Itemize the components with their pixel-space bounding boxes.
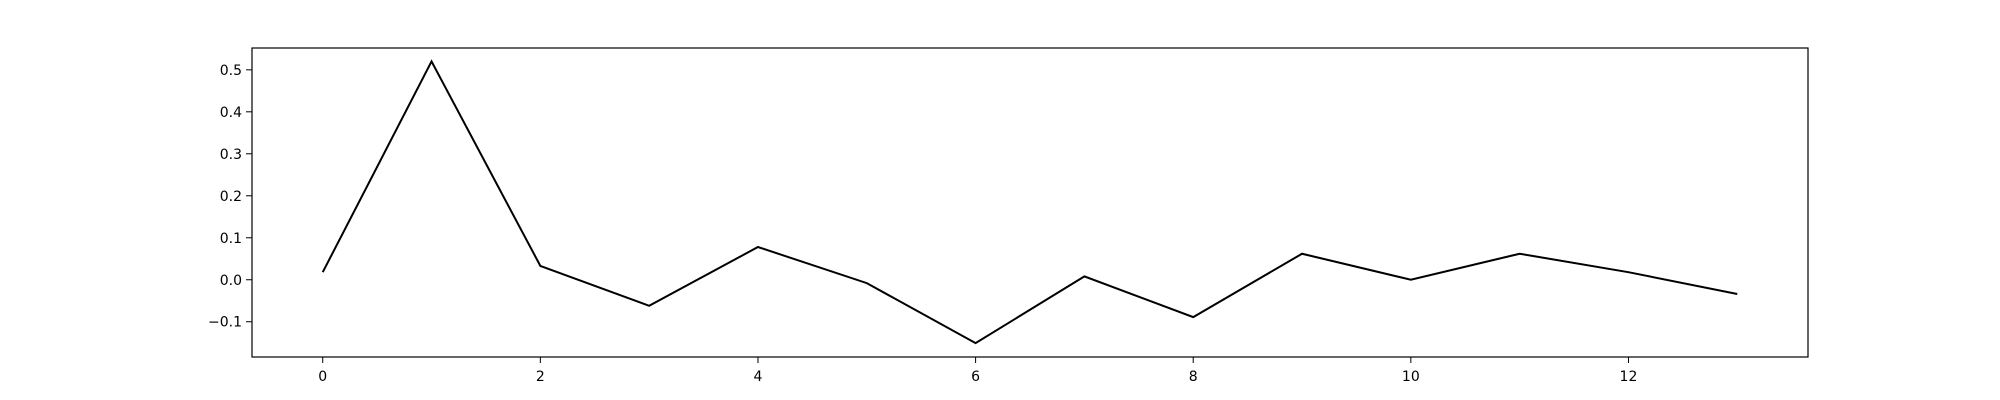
y-tick-label: 0.5 — [220, 63, 242, 79]
plot-area-frame — [251, 47, 1809, 358]
y-tick-label: 0.2 — [220, 189, 242, 205]
x-tick-label: 6 — [971, 369, 980, 385]
x-tick-label: 2 — [536, 369, 545, 385]
y-tick-label: 0.1 — [220, 231, 242, 247]
plot-line-layer — [321, 59, 1738, 345]
x-tick-label: 10 — [1402, 369, 1420, 385]
y-tick-label: 0.4 — [220, 105, 242, 121]
y-tick-label: 0.0 — [220, 273, 242, 289]
y-axis: −0.1 0.0 0.1 0.2 0.3 0.4 0.5 — [208, 63, 252, 331]
x-tick-label: 4 — [754, 369, 763, 385]
x-tick-label: 12 — [1620, 369, 1638, 385]
x-axis: 0 2 4 6 8 10 12 — [318, 357, 1637, 385]
y-tick-label: 0.3 — [220, 147, 242, 163]
x-tick-label: 8 — [1189, 369, 1198, 385]
x-tick-label: 0 — [318, 369, 327, 385]
y-tick-label: −0.1 — [208, 315, 242, 331]
series-line-0 — [321, 59, 1738, 345]
